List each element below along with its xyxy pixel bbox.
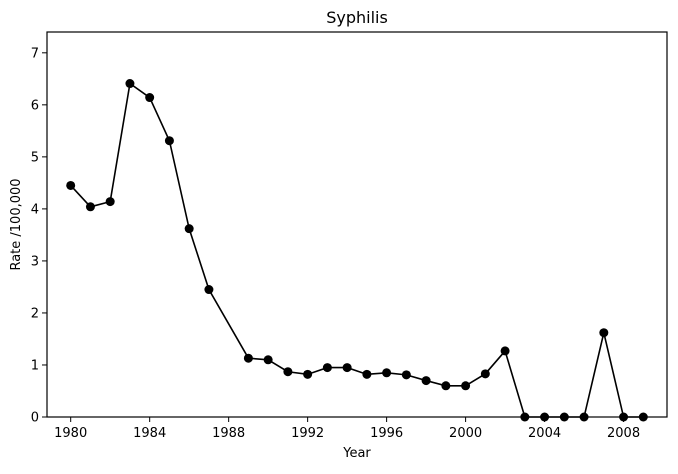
y-tick-label: 0 [31,411,39,426]
series-line [70,82,644,418]
data-point [125,79,135,89]
x-tick-label: 1996 [370,426,403,441]
data-point [204,285,214,295]
data-point [66,180,76,190]
data-point [322,363,332,373]
data-point [243,353,253,363]
x-tick-label: 2004 [528,426,561,441]
data-point [500,346,510,356]
y-axis-ticks: 0 1 2 3 4 5 6 7 [31,46,47,426]
data-point [263,355,273,365]
x-tick-label: 2008 [607,426,640,441]
data-point [164,136,174,146]
x-tick-label: 2000 [449,426,482,441]
x-tick-label: 1992 [291,426,324,441]
data-point [145,93,155,103]
chart-title: Syphilis [326,8,388,27]
x-tick-label: 1980 [54,426,87,441]
x-tick-label: 1984 [133,426,166,441]
y-tick-label: 6 [31,98,39,113]
x-tick-label: 1988 [212,426,245,441]
x-axis-ticks: 1980 1984 1988 1992 1996 2000 2004 2008 [54,417,640,441]
data-point [480,369,490,379]
data-point [362,369,372,379]
y-tick-label: 4 [31,202,39,217]
x-axis-label: Year [342,446,371,461]
data-point [421,376,431,386]
data-point [303,369,313,379]
data-point [382,368,392,378]
data-point [461,381,471,391]
y-tick-label: 7 [31,46,39,61]
data-point [85,202,95,212]
data-point [184,224,194,234]
y-tick-label: 3 [31,254,39,269]
data-point [599,328,609,338]
data-point [283,367,293,377]
data-point [441,381,451,391]
chart-marks [66,79,648,422]
y-tick-label: 5 [31,150,39,165]
data-point [401,370,411,380]
data-point [105,197,115,207]
data-point [342,363,352,373]
y-tick-label: 1 [31,358,39,373]
y-axis-label: Rate /100,000 [9,178,24,270]
y-tick-label: 2 [31,306,39,321]
plot-frame [46,31,668,418]
